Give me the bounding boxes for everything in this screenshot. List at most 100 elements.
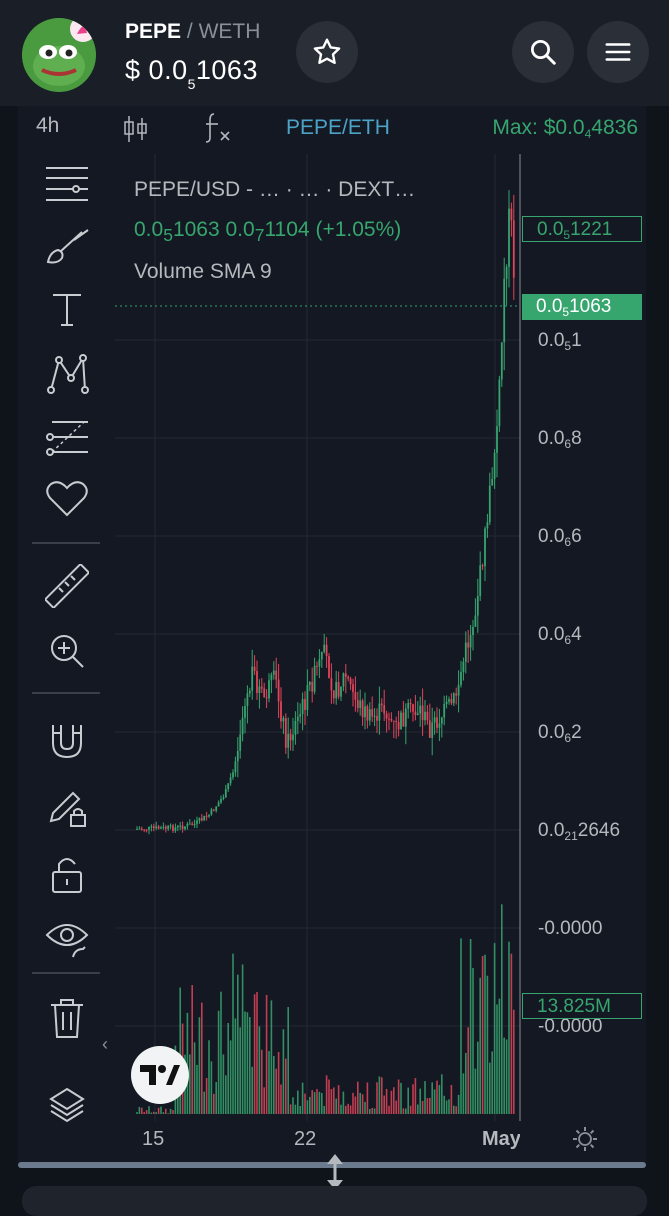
fib-tool[interactable] [42,412,92,462]
candle-body [366,706,369,721]
volume-bar [347,1103,349,1114]
favorites-tool[interactable] [42,474,92,524]
volume-bar [155,1112,157,1114]
volume-bar [361,1094,364,1114]
menu-button[interactable] [587,21,649,83]
gear-icon[interactable] [571,1125,599,1158]
chain-badge-icon [70,18,96,42]
delete-tool[interactable] [42,994,92,1044]
resize-handle[interactable] [320,1152,350,1192]
candle-body [217,802,220,807]
trend-lines-tool[interactable] [42,159,92,209]
pair-link[interactable]: PEPE/ETH [286,116,390,139]
candle-body [289,733,292,741]
legend-symbol: PEPE/USD - … · … · DEXT… [134,178,416,201]
candle-body [148,826,150,830]
high-label-digits: 1221 [570,219,613,240]
volume-bar [251,1066,253,1114]
candle-body [272,670,275,675]
price-chart[interactable] [115,154,646,1121]
favorite-button[interactable] [296,21,358,83]
current-price: $ 0.051063 [125,55,258,92]
volume-bar [213,1093,215,1114]
volume-bar [136,1112,138,1114]
candle-body [426,711,429,721]
price-axis-label-lead: -0.0000 [538,1016,603,1037]
volume-bar [282,1029,285,1114]
zoom-tool[interactable] [42,626,92,676]
volume-bar [167,1113,169,1114]
candle-body [265,697,268,699]
candle-body [503,278,506,343]
magnet-icon [52,725,82,759]
panel-divider [18,1162,646,1168]
candlestick-chart[interactable] [115,154,646,1121]
volume-bar [153,1111,155,1114]
price-axis-label-digits: 2646 [577,820,621,841]
time-label: May [482,1128,520,1150]
candle-body [481,565,484,567]
search-button[interactable] [512,21,574,83]
zoom-in-icon [51,635,84,668]
candle-body [424,711,426,721]
volume-bar [222,1054,225,1114]
candle-body [260,686,263,689]
tradingview-logo[interactable] [131,1046,189,1104]
max-price: Max: $0.044836 [492,116,638,141]
candles-icon[interactable] [122,114,150,149]
volume-bar [294,1104,297,1114]
volume-bar [340,1104,342,1114]
text-tool[interactable] [42,284,92,334]
candle-body [491,478,494,486]
volume-bar [388,1105,390,1114]
candle-body [275,670,278,680]
pattern-tool[interactable] [42,349,92,399]
lock-tool[interactable] [42,849,92,899]
volume-bar [493,943,496,1114]
volume-value-label: 13.825M [522,993,642,1019]
candle-body [188,823,191,825]
interval-selector[interactable]: 4h [36,114,60,137]
candle-body [407,703,410,709]
volume-bar [277,1051,280,1114]
volume-bar [210,1061,213,1114]
magnet-tool[interactable] [42,716,92,766]
top-bar: PEPE / WETH $ 0.051063 [0,0,669,106]
collapse-toolbar-button[interactable]: ‹ [102,1034,108,1054]
brush-icon [46,229,89,264]
candle-body [421,705,424,721]
brush-tool[interactable] [42,221,92,271]
indicators-icon[interactable] [204,112,234,149]
candle-body [294,720,297,735]
lock-drawings-tool[interactable] [42,782,92,832]
pepe-avatar[interactable] [22,18,96,92]
chart-widget: 4h PEPE/ETH Max: $0.044836 [18,106,646,1166]
price-axis-label: -0.0000 [538,918,602,940]
legend-price-digits: 1063 [172,218,220,241]
candle-body [143,829,146,831]
resize-icon [327,1154,343,1190]
hide-drawings-tool[interactable] [42,914,92,964]
lines-icon [46,167,88,201]
candle-body [450,699,453,704]
volume-bar [148,1106,150,1114]
candle-body [378,703,381,721]
candle-body [169,825,172,827]
volume-bar [376,1082,378,1114]
candle-body [308,681,311,685]
volume-bar [205,1077,208,1114]
candle-body [488,485,491,523]
object-tree-tool[interactable] [42,1080,92,1130]
volume-bar [141,1107,143,1114]
volume-bar [505,1039,508,1114]
volume-bar [366,1082,369,1114]
ruler-tool[interactable] [42,561,92,611]
volume-bar [383,1095,385,1114]
candle-body [486,522,489,529]
last-label-zeros: 5 [562,305,570,319]
volume-bar [246,1012,249,1114]
price-lead: 0.0 [148,55,188,85]
candle-body [208,814,210,817]
ruler-icon [45,564,89,608]
chart-toolbar: 4h PEPE/ETH Max: $0.044836 [18,106,646,154]
